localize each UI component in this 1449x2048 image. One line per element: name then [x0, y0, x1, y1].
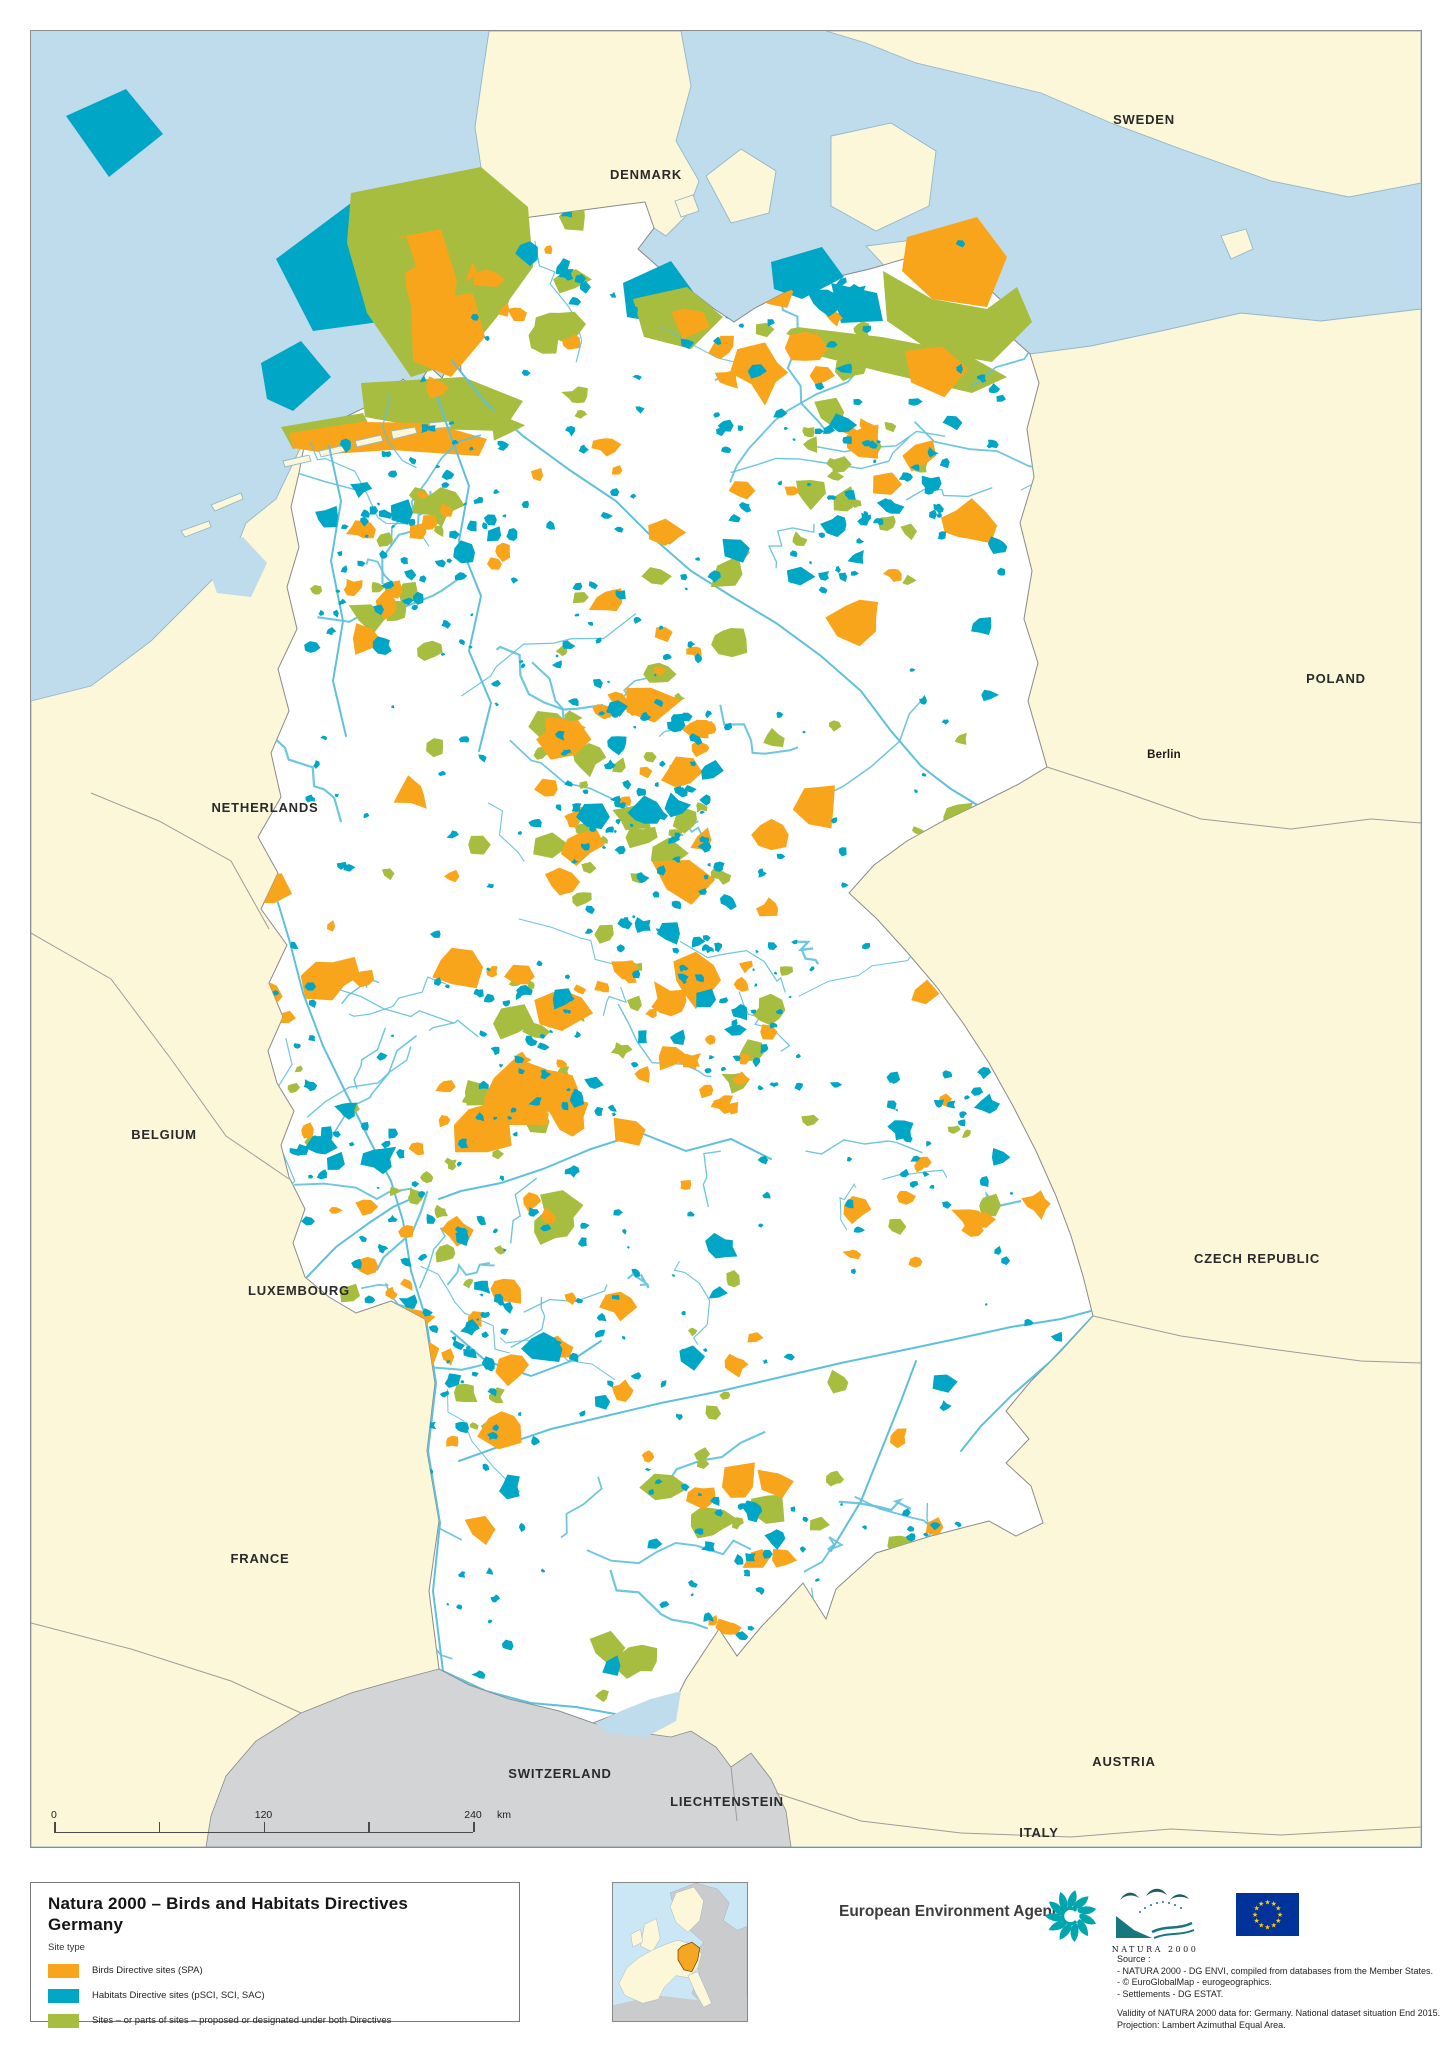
city-label-berlin: Berlin: [1147, 749, 1181, 761]
eu-flag-icon: ★ ★★★★★★★★★★★: [1236, 1893, 1299, 1936]
europe-inset-map: [612, 1882, 748, 2022]
sweden-shape: [825, 31, 1421, 198]
habitats-color-swatch: [48, 1988, 79, 2003]
eu-flag-star: ★: [1277, 1911, 1283, 1919]
agency-name: European Environment Agency: [839, 1903, 1070, 1920]
eu-flag-star: ★: [1275, 1905, 1281, 1913]
map-title: Natura 2000 – Birds and Habitats Directi…: [48, 1894, 519, 1935]
country-labels: SWEDEN DENMARK POLAND NETHERLANDS BELGIUM LUX…: [131, 112, 1366, 1840]
scale-bar: 0 120 240 km: [51, 1803, 511, 1837]
eea-flower-logo-icon: [1044, 1890, 1097, 1943]
map-title-line1: Natura 2000 – Birds and Habitats Directi…: [48, 1894, 409, 1913]
scale-bar-line: [54, 1832, 473, 1833]
scale-label-240: 240: [464, 1809, 482, 1821]
rivers: [264, 360, 1093, 1716]
ijsselmeer-lake: [203, 537, 267, 597]
legend-item-both: Sites – or parts of sites – proposed or …: [48, 2008, 519, 2033]
germany-map: SWEDEN DENMARK POLAND NETHERLANDS BELGIUM LUX…: [31, 31, 1421, 1847]
marine-sites: [66, 89, 1032, 456]
eu-flag-star: ★: [1264, 1898, 1270, 1906]
validity-block: Validity of NATURA 2000 data for: German…: [1117, 2008, 1447, 2031]
legend-item-habitats: Habitats Directive sites (pSCI, SCI, SAC…: [48, 1983, 519, 2008]
title-legend-panel: Natura 2000 – Birds and Habitats Directi…: [30, 1882, 520, 2028]
legend-label: Sites – or parts of sites – proposed or …: [92, 2015, 392, 2027]
validity-line: Projection: Lambert Azimuthal Equal Area…: [1117, 2019, 1286, 2030]
country-label-switzerland: SWITZERLAND: [508, 1766, 611, 1781]
scale-unit: km: [497, 1809, 511, 1821]
map-title-line2: Germany: [48, 1914, 124, 1934]
eu-flag-star: ★: [1271, 1900, 1277, 1908]
legend-item-spa: Birds Directive sites (SPA): [48, 1958, 519, 1983]
country-label-france: FRANCE: [231, 1551, 290, 1566]
country-label-luxembourg: LUXEMBOURG: [248, 1283, 350, 1298]
eu-flag-star: ★: [1254, 1917, 1260, 1925]
eu-flag-star: ★: [1258, 1900, 1264, 1908]
eu-flag-star: ★: [1264, 1923, 1270, 1931]
country-label-poland: POLAND: [1306, 671, 1366, 686]
country-label-italy: ITALY: [1019, 1825, 1058, 1840]
scale-label-0: 0: [51, 1809, 57, 1821]
scale-label-120: 120: [254, 1809, 273, 1821]
country-label-austria: AUSTRIA: [1092, 1754, 1155, 1769]
city-labels: Berlin: [1147, 749, 1181, 761]
country-label-denmark: DENMARK: [610, 167, 682, 182]
both-color-swatch: [48, 2013, 79, 2028]
country-label-liechtenstein: LIECHTENSTEIN: [670, 1794, 784, 1809]
source-line: - NATURA 2000 - DG ENVI, compiled from d…: [1117, 1965, 1433, 1976]
lake-constance: [596, 1691, 681, 1737]
inset-germany-highlight: [677, 1941, 701, 1973]
eu-flag-star: ★: [1275, 1917, 1281, 1925]
map-frame: SWEDEN DENMARK POLAND NETHERLANDS BELGIUM LUX…: [30, 30, 1422, 1848]
validity-line: Validity of NATURA 2000 data for: German…: [1117, 2008, 1441, 2018]
country-borders: [31, 766, 1421, 1838]
country-label-netherlands: NETHERLANDS: [211, 800, 318, 815]
country-label-czech-republic: CZECH REPUBLIC: [1194, 1251, 1320, 1266]
legend-heading: Site type: [48, 1942, 85, 1954]
country-label-sweden: SWEDEN: [1113, 112, 1175, 127]
natura-logo-text: NATURA 2000: [1112, 1945, 1198, 1954]
legend-label: Habitats Directive sites (pSCI, SCI, SAC…: [92, 1990, 265, 2002]
natura-2000-logo-icon: NATURA 2000: [1112, 1886, 1198, 1960]
eu-flag-star: ★: [1271, 1922, 1277, 1930]
source-line: - Settlements - DG ESTAT.: [1117, 1988, 1224, 1999]
inset-scandinavia: [669, 1886, 704, 1933]
spa-color-swatch: [48, 1963, 79, 1978]
inset-ireland: [630, 1929, 643, 1948]
europe-inset-svg: [613, 1882, 748, 2021]
country-label-belgium: BELGIUM: [131, 1127, 197, 1142]
inset-italy: [687, 1971, 712, 2008]
eu-flag-star: ★: [1258, 1922, 1264, 1930]
source-block: Source : - NATURA 2000 - DG ENVI, compil…: [1117, 1954, 1447, 2000]
legend-label: Birds Directive sites (SPA): [92, 1965, 203, 1977]
eu-flag-star: ★: [1252, 1911, 1258, 1919]
source-line: - © EuroGlobalMap - eurogeographics.: [1117, 1977, 1272, 1987]
eu-flag-star: ★: [1254, 1905, 1260, 1913]
source-line: Source :: [1117, 1954, 1151, 1964]
